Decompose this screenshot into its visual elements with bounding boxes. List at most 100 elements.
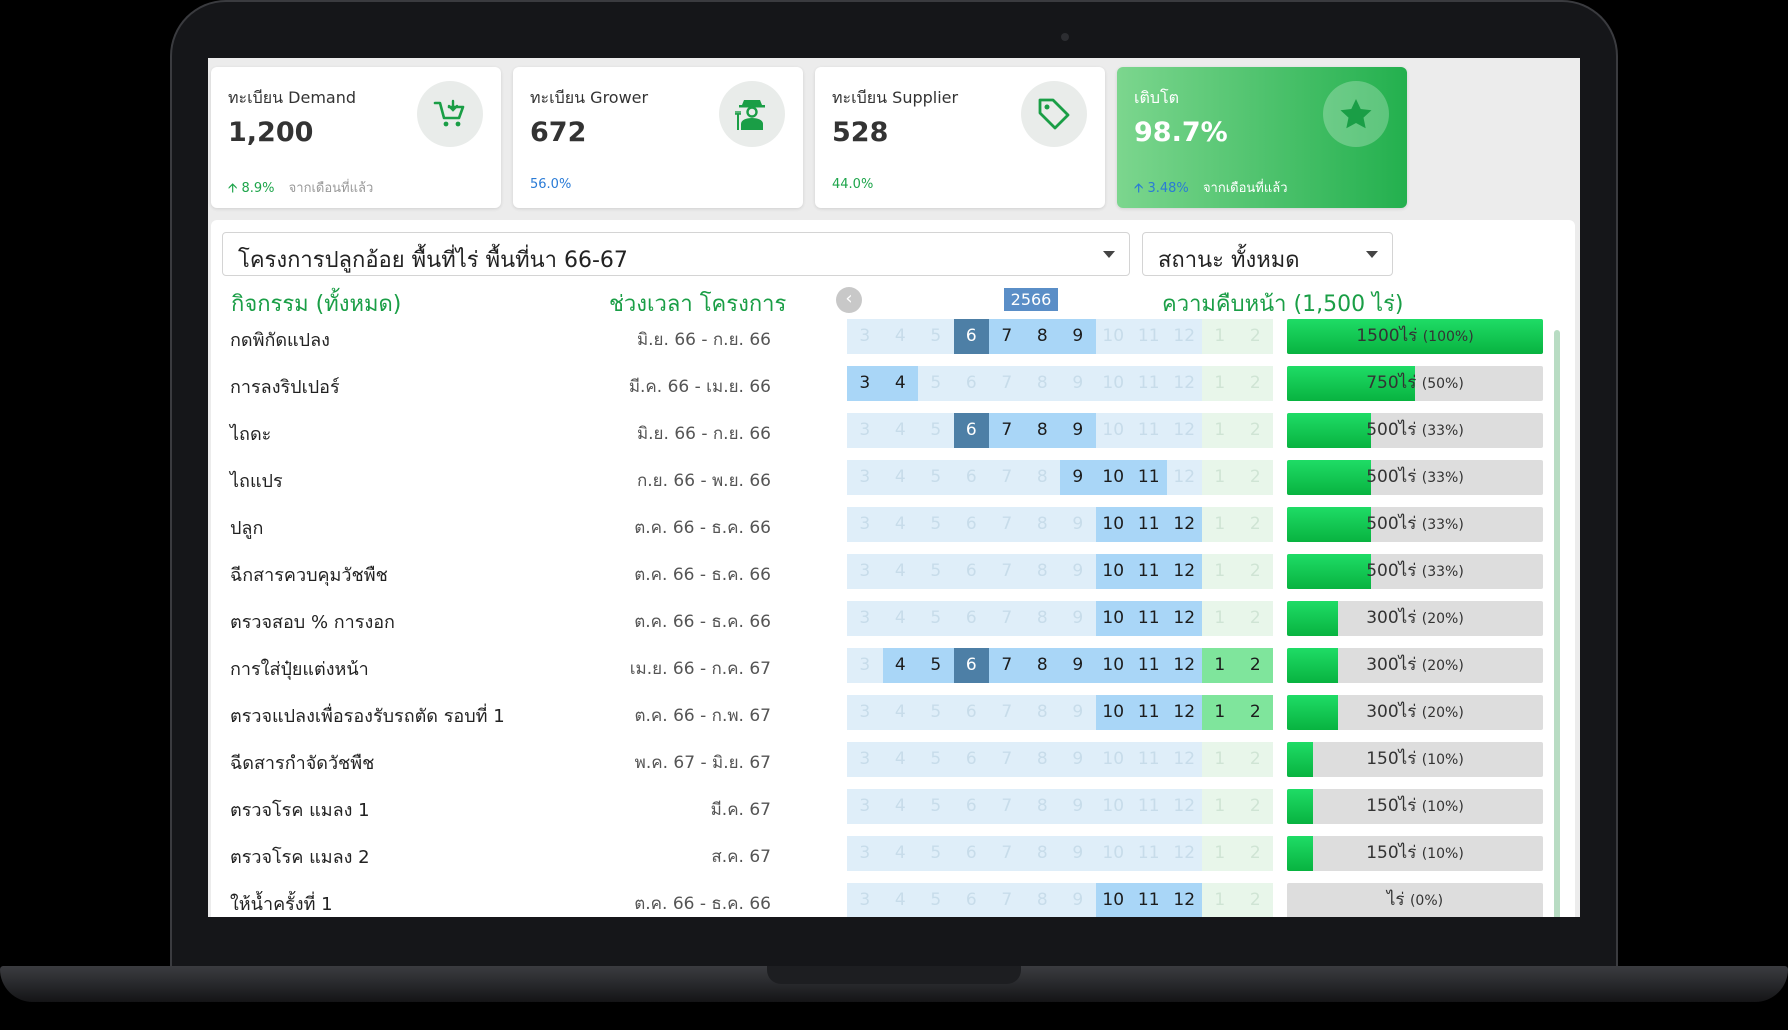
arrow-up-icon: 🡩: [1134, 181, 1144, 196]
month-cell: 10: [1095, 601, 1131, 636]
progress-label: 500ไร่ (33%): [1287, 507, 1543, 542]
card-label: ทะเบียน Demand: [228, 88, 357, 107]
activity-row[interactable]: การใส่ปุ๋ยแต่งหน้า เม.ย. 66 - ก.ค. 67 3 4 5 6…: [211, 643, 1575, 690]
activity-row[interactable]: ไถแปร ก.ย. 66 - พ.ย. 66 3 4 5 6 7 8 9 10 11 12 1 2 500…: [211, 455, 1575, 502]
scrollbar[interactable]: [1554, 330, 1560, 917]
month-cell: 10: [1095, 554, 1131, 589]
month-cell: 12: [1166, 695, 1202, 730]
card-value: 528: [832, 117, 889, 148]
month-cell: 10: [1095, 883, 1131, 917]
card-value: 98.7%: [1134, 117, 1228, 148]
month-cell: 8: [1024, 648, 1060, 683]
activity-row[interactable]: ไถดะ มิ.ย. 66 - ก.ย. 66 3 4 5 6 7 8 9 10 11 12 1 2 500…: [211, 408, 1575, 455]
month-cell: 12: [1166, 883, 1202, 917]
month-cell: 7: [989, 648, 1025, 683]
activity-row[interactable]: กดพิกัดแปลง มิ.ย. 66 - ก.ย. 66 3 4 5 6 7 8 9 10 11…: [211, 314, 1575, 361]
activity-period: ต.ค. 66 - ธ.ค. 66: [634, 894, 771, 914]
month-cell: 3: [847, 507, 883, 542]
progress-fill: [1287, 413, 1372, 448]
progress-fill: [1287, 695, 1339, 730]
activity-row[interactable]: ฉีดสารกำจัดวัชพืช พ.ค. 67 - มิ.ย. 67 3 4 5 6 7…: [211, 737, 1575, 784]
activity-header: กิจกรรม (ทั้งหมด): [231, 292, 402, 317]
month-cell: 4: [882, 836, 918, 871]
month-cell: 7: [989, 460, 1025, 495]
progress-percent: (20%): [1421, 611, 1464, 627]
activity-row[interactable]: ตรวจแปลงเพื่อรองรับรถตัด รอบที่ 1 ต.ค. 66…: [211, 690, 1575, 737]
month-cell: 9: [1060, 695, 1096, 730]
progress-bar: 500ไร่ (33%): [1287, 460, 1543, 495]
month-cell: 5: [918, 601, 954, 636]
month-cell: 8: [1024, 366, 1060, 401]
change-value: 44.0%: [832, 177, 874, 192]
grower-card[interactable]: ทะเบียน Grower 672 56.0%: [513, 67, 803, 208]
activity-row[interactable]: ตรวจโรค แมลง 1 มี.ค. 67 3 4 5 6 7 8 9 10 11 12 1 2 150…: [211, 784, 1575, 831]
progress-label: 150ไร่ (10%): [1287, 836, 1543, 871]
progress-percent: (50%): [1421, 376, 1464, 392]
month-cell: 1: [1202, 836, 1238, 871]
change-note: จากเดือนที่แล้ว: [288, 181, 374, 196]
month-cell: 1: [1202, 507, 1238, 542]
progress-percent: (0%): [1409, 893, 1444, 909]
progress-fill: [1287, 601, 1339, 636]
progress-area: 300ไร่: [1366, 702, 1417, 722]
activity-period: ส.ค. 67: [711, 847, 771, 867]
progress-area: 1500ไร่: [1356, 326, 1418, 346]
activity-name: ตรวจโรค แมลง 1: [230, 800, 370, 821]
supplier-card[interactable]: ทะเบียน Supplier 528 44.0%: [815, 67, 1105, 208]
growth-card[interactable]: เติบโต 98.7% 🡩 3.48% จากเดือนที่แล้ว: [1117, 67, 1407, 208]
activity-row[interactable]: ฉีกสารควบคุมวัชพืช ต.ค. 66 - ธ.ค. 66 3 4 5 6 7…: [211, 549, 1575, 596]
progress-fill: [1287, 836, 1313, 871]
activity-row[interactable]: การลงริปเปอร์ มี.ค. 66 - เม.ย. 66 3 4 5 6 7 8 9 1…: [211, 361, 1575, 408]
chevron-left-icon[interactable]: ‹: [836, 287, 862, 313]
month-cell: 9: [1060, 554, 1096, 589]
month-cell: 11: [1131, 836, 1167, 871]
activity-name: กดพิกัดแปลง: [230, 330, 330, 351]
progress-area: 500ไร่: [1366, 514, 1417, 534]
activity-row[interactable]: ตรวจโรค แมลง 2 ส.ค. 67 3 4 5 6 7 8 9 10 11 12 1 2 150ไ…: [211, 831, 1575, 878]
month-cell: 10: [1095, 507, 1131, 542]
month-timeline: 3 4 5 6 7 8 9 10 11 12 1 2: [847, 366, 1273, 401]
month-cell: 9: [1060, 366, 1096, 401]
month-cell: 7: [989, 319, 1025, 354]
progress-area: 150ไร่: [1366, 796, 1417, 816]
month-cell: 4: [882, 413, 918, 448]
month-cell: 2: [1237, 366, 1273, 401]
month-cell: 3: [847, 366, 883, 401]
month-cell: 2: [1237, 648, 1273, 683]
progress-label: 500ไร่ (33%): [1287, 413, 1543, 448]
activity-name: ไถแปร: [230, 471, 283, 492]
status-select[interactable]: สถานะ ทั้งหมด: [1142, 232, 1393, 276]
month-timeline: 3 4 5 6 7 8 9 10 11 12 1 2: [847, 836, 1273, 871]
project-select[interactable]: โครงการปลูกอ้อย พื้นที่ไร่ พื้นที่นา 66-…: [222, 232, 1130, 276]
month-cell: 8: [1024, 742, 1060, 777]
activity-period: ต.ค. 66 - ธ.ค. 66: [634, 612, 771, 632]
tag-icon: [1021, 81, 1087, 147]
activity-period: มิ.ย. 66 - ก.ย. 66: [636, 424, 771, 444]
month-cell: 9: [1060, 507, 1096, 542]
progress-area: ไร่: [1386, 890, 1405, 910]
month-cell: 4: [882, 648, 918, 683]
activity-row[interactable]: ปลูก ต.ค. 66 - ธ.ค. 66 3 4 5 6 7 8 9 10 11 12 1 2 500ไ…: [211, 502, 1575, 549]
demand-card[interactable]: ทะเบียน Demand 1,200 🡩 8.9% จากเดือนที่แ…: [211, 67, 501, 208]
month-cell: 11: [1131, 554, 1167, 589]
progress-area: 300ไร่: [1366, 608, 1417, 628]
month-cell: 12: [1166, 507, 1202, 542]
card-value: 672: [530, 117, 587, 148]
month-cell: 12: [1166, 413, 1202, 448]
month-timeline: 3 4 5 6 7 8 9 10 11 12 1 2: [847, 554, 1273, 589]
activity-period: ต.ค. 66 - ธ.ค. 66: [634, 565, 771, 585]
activity-row[interactable]: ตรวจสอบ % การงอก ต.ค. 66 - ธ.ค. 66 3 4 5 6 7 8 9…: [211, 596, 1575, 643]
month-cell: 3: [847, 648, 883, 683]
year-badge: 2566: [1004, 288, 1058, 311]
activity-row[interactable]: ให้น้ำครั้งที่ 1 ต.ค. 66 - ธ.ค. 66 3 4 5 6 7 8 9…: [211, 878, 1575, 917]
activity-period: ต.ค. 66 - ธ.ค. 66: [634, 518, 771, 538]
month-cell: 1: [1202, 554, 1238, 589]
month-cell: 11: [1131, 789, 1167, 824]
card-change: 44.0%: [832, 177, 873, 192]
progress-bar: 150ไร่ (10%): [1287, 789, 1543, 824]
month-cell: 12: [1166, 836, 1202, 871]
progress-bar: 500ไร่ (33%): [1287, 413, 1543, 448]
progress-label: 300ไร่ (20%): [1287, 648, 1543, 683]
status-select-value: สถานะ ทั้งหมด: [1158, 248, 1300, 273]
month-timeline: 3 4 5 6 7 8 9 10 11 12 1 2: [847, 789, 1273, 824]
